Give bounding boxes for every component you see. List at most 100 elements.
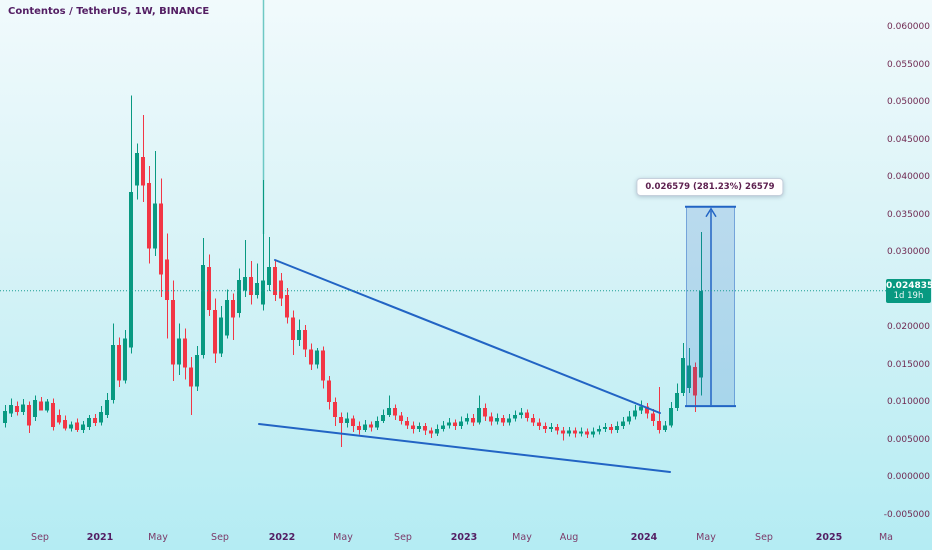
candle-body (327, 380, 331, 403)
time-tick-month-label: May (512, 532, 532, 543)
candle-body (183, 338, 187, 368)
candle-body (261, 280, 265, 305)
candle-body (291, 317, 295, 340)
time-tick-year-label: 2021 (86, 532, 114, 543)
price-tick-label: 0.045000 (887, 134, 930, 145)
price-tick-label: 0.005000 (887, 434, 930, 445)
candle-body (435, 429, 439, 434)
candle-body (309, 349, 313, 365)
candle-body (177, 338, 181, 365)
candle-body (375, 420, 379, 428)
candle-body (213, 309, 217, 354)
candle-body (477, 408, 481, 423)
range-arrowhead (705, 207, 717, 218)
candle-body (81, 424, 85, 430)
candle-body (153, 203, 157, 249)
candle-body (453, 422, 457, 427)
symbol-title: Contentos / TetherUS, 1W, BINANCE (8, 6, 210, 17)
candle-body (201, 264, 205, 355)
candle-body (225, 300, 229, 336)
bar-countdown: 1d 19h (893, 290, 924, 301)
candle-body (141, 156, 145, 186)
candle-body (639, 406, 643, 411)
candle-body (75, 422, 79, 430)
candle-body (369, 424, 373, 428)
candle-body (99, 411, 103, 423)
candle-body (681, 357, 685, 394)
candle-body (579, 431, 583, 434)
trendline-drawing[interactable] (258, 422, 671, 473)
candle-body (273, 267, 277, 295)
candle-body (429, 430, 433, 434)
candle-body (675, 393, 679, 409)
candle-body (159, 203, 163, 275)
time-tick-month-label: May (148, 532, 168, 543)
candle-body (135, 153, 139, 186)
candle-body (9, 405, 13, 414)
trendline-drawing[interactable] (274, 259, 661, 415)
candle-body (621, 421, 625, 427)
candle-body (63, 420, 67, 429)
time-axis[interactable]: Sep 2021 May Sep 2022 May Sep 2023 May Aug 2024 May… (0, 528, 932, 550)
candle-body (303, 330, 307, 350)
candle-body (531, 417, 535, 423)
time-tick-month-label: Sep (394, 532, 412, 543)
candle-body (657, 420, 661, 430)
candle-body (3, 411, 7, 424)
time-tick-year-label: 2023 (450, 532, 478, 543)
candle-body (21, 404, 25, 412)
candle-body (615, 426, 619, 430)
candle-body (345, 418, 349, 424)
candle-body (489, 416, 493, 422)
candle-body (627, 416, 631, 422)
candle-body (561, 430, 565, 434)
candle-body (447, 422, 451, 426)
candle-body (513, 414, 517, 419)
candle-body (699, 291, 703, 378)
time-tick-month-label: Sep (755, 532, 773, 543)
candle-body (585, 431, 589, 435)
candle-body (555, 426, 559, 431)
time-tick-year-label: 2022 (268, 532, 296, 543)
candle-body (333, 402, 337, 418)
range-label[interactable]: 0.026579 (281.23%) 26579 (636, 178, 784, 196)
range-label-text: 0.026579 (281.23%) 26579 (645, 182, 775, 192)
price-tick-label: -0.005000 (883, 509, 930, 520)
candle-body (495, 417, 499, 422)
candle-body (387, 408, 391, 415)
time-tick-month-label: May (696, 532, 716, 543)
candle-body (15, 405, 19, 412)
price-tick-label: 0.035000 (887, 209, 930, 220)
candle-body (171, 300, 175, 365)
time-tick-month-label: May (333, 532, 353, 543)
candle-body (243, 276, 247, 291)
last-price-tag: 0.024835 1d 19h (886, 278, 932, 303)
candle-body (111, 345, 115, 400)
price-tick-label: 0.050000 (887, 97, 930, 107)
time-tick-month-label: Sep (31, 532, 49, 543)
candle-body (267, 267, 271, 286)
time-tick-month-label: Aug (559, 532, 579, 543)
price-tick-label: 0.030000 (887, 247, 930, 257)
candle-body (315, 350, 319, 365)
candle-body (93, 417, 97, 424)
last-price-value: 0.024835 (886, 280, 932, 291)
candle-body (27, 405, 31, 426)
price-tick-label: 0.055000 (887, 59, 930, 70)
candle-body (393, 408, 397, 416)
candle-body (33, 399, 37, 418)
candle-body (465, 417, 469, 422)
candle-body (189, 367, 193, 387)
candle-body (321, 350, 325, 381)
price-tick-label: 0.040000 (887, 172, 930, 182)
candle-body (105, 399, 109, 415)
candle-body (609, 426, 613, 430)
price-axis[interactable]: 0.060000 0.055000 0.050000 0.045000 0.040000… (883, 0, 932, 550)
candle-body (669, 408, 673, 426)
candle-body (39, 401, 43, 411)
price-tick-label: 0.010000 (887, 397, 930, 407)
candle-body (219, 317, 223, 354)
price-tick-label: 0.015000 (887, 359, 930, 370)
